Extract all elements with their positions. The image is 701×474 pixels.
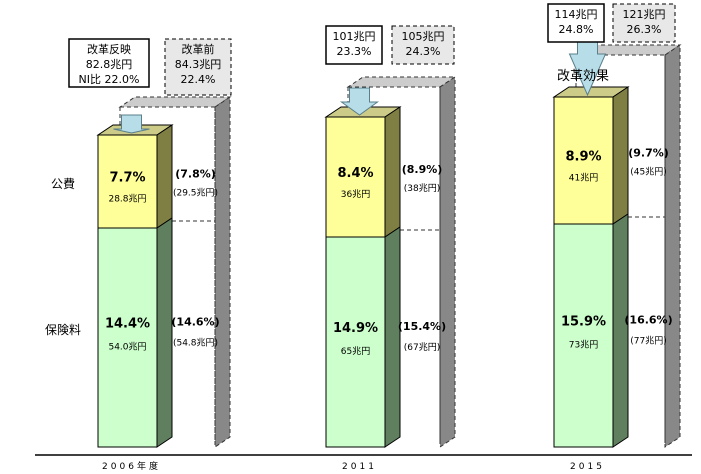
before-insurance-value: (77兆円) [630,336,666,347]
total-before-text: 26.3% [627,23,662,36]
total-before-box [612,3,676,43]
total-before-box [164,38,232,96]
bar-insurance [97,227,158,448]
bar-public [97,134,158,229]
before-reform-side [664,44,681,448]
public-percent-label: 8.4% [337,166,373,181]
row-label-public: 公費 [51,176,75,191]
before-public-percent: (7.8%) [175,168,216,181]
bar-public-side [384,106,401,238]
total-after-text: 改革反映 [87,42,131,56]
insurance-value-label: 73兆円 [569,340,598,351]
bar-insurance [325,236,386,448]
total-after-text: 24.8% [559,23,594,36]
before-reform-top [346,76,457,88]
before-reform-side [214,96,231,448]
reform-effect-label: 改革効果 [557,69,609,84]
total-after-text: 82.8兆円 [86,58,133,71]
total-after-text: 23.3% [337,45,372,58]
before-public-percent: (9.7%) [628,147,669,160]
before-public-value: (29.5兆円) [173,188,218,199]
bar-insurance [553,223,614,448]
x-tick-label: 2011 [342,462,377,472]
total-before-text: 105兆円 [402,30,445,43]
insurance-value-label: 65兆円 [341,346,370,357]
total-before-text: 22.4% [181,73,216,86]
total-after-box [68,38,150,88]
total-before-text: 84.3兆円 [175,58,222,71]
before-public-value: (38兆円) [404,183,440,194]
before-insurance-value: (67兆円) [404,342,440,353]
reform-arrow-icon [339,87,380,116]
bar-public-side [156,124,173,229]
insurance-percent-label: 15.9% [561,315,606,330]
public-value-label: 36兆円 [341,189,370,200]
before-public-value: (45兆円) [630,167,666,178]
before-reform-top [118,96,232,108]
row-label-insurance: 保険料 [45,323,81,337]
before-insurance-percent: (15.4%) [398,320,446,333]
total-after-box [547,3,605,43]
public-percent-label: 7.7% [109,171,145,186]
total-before-text: 改革前 [182,42,215,56]
total-after-box [325,25,383,65]
total-after-text: 101兆円 [333,30,376,43]
total-before-text: 24.3% [406,45,441,58]
public-percent-label: 8.9% [565,150,601,165]
before-insurance-value: (54.8兆円) [173,338,218,349]
x-tick-label: 2015 [570,462,605,472]
before-insurance-percent: (16.6%) [624,314,672,327]
total-before-text: 121兆円 [623,8,666,21]
public-value-label: 41兆円 [569,173,598,184]
before-reform-side [439,76,456,448]
insurance-percent-label: 14.9% [333,321,378,336]
public-value-label: 28.8兆円 [108,194,146,205]
reform-arrow-icon [113,114,150,134]
bar-public-side [612,86,629,225]
total-before-box [391,25,455,65]
before-insurance-percent: (14.6%) [171,316,219,329]
total-after-text: NI比 22.0% [79,73,140,86]
bar-insurance-side [612,213,629,448]
insurance-value-label: 54.0兆円 [108,342,146,353]
bar-insurance-side [384,226,401,448]
insurance-percent-label: 14.4% [105,317,150,332]
bar-insurance-side [156,217,173,448]
before-public-percent: (8.9%) [402,163,443,176]
x-tick-label: 2006年度 [102,460,161,472]
total-after-text: 114兆円 [555,8,598,21]
